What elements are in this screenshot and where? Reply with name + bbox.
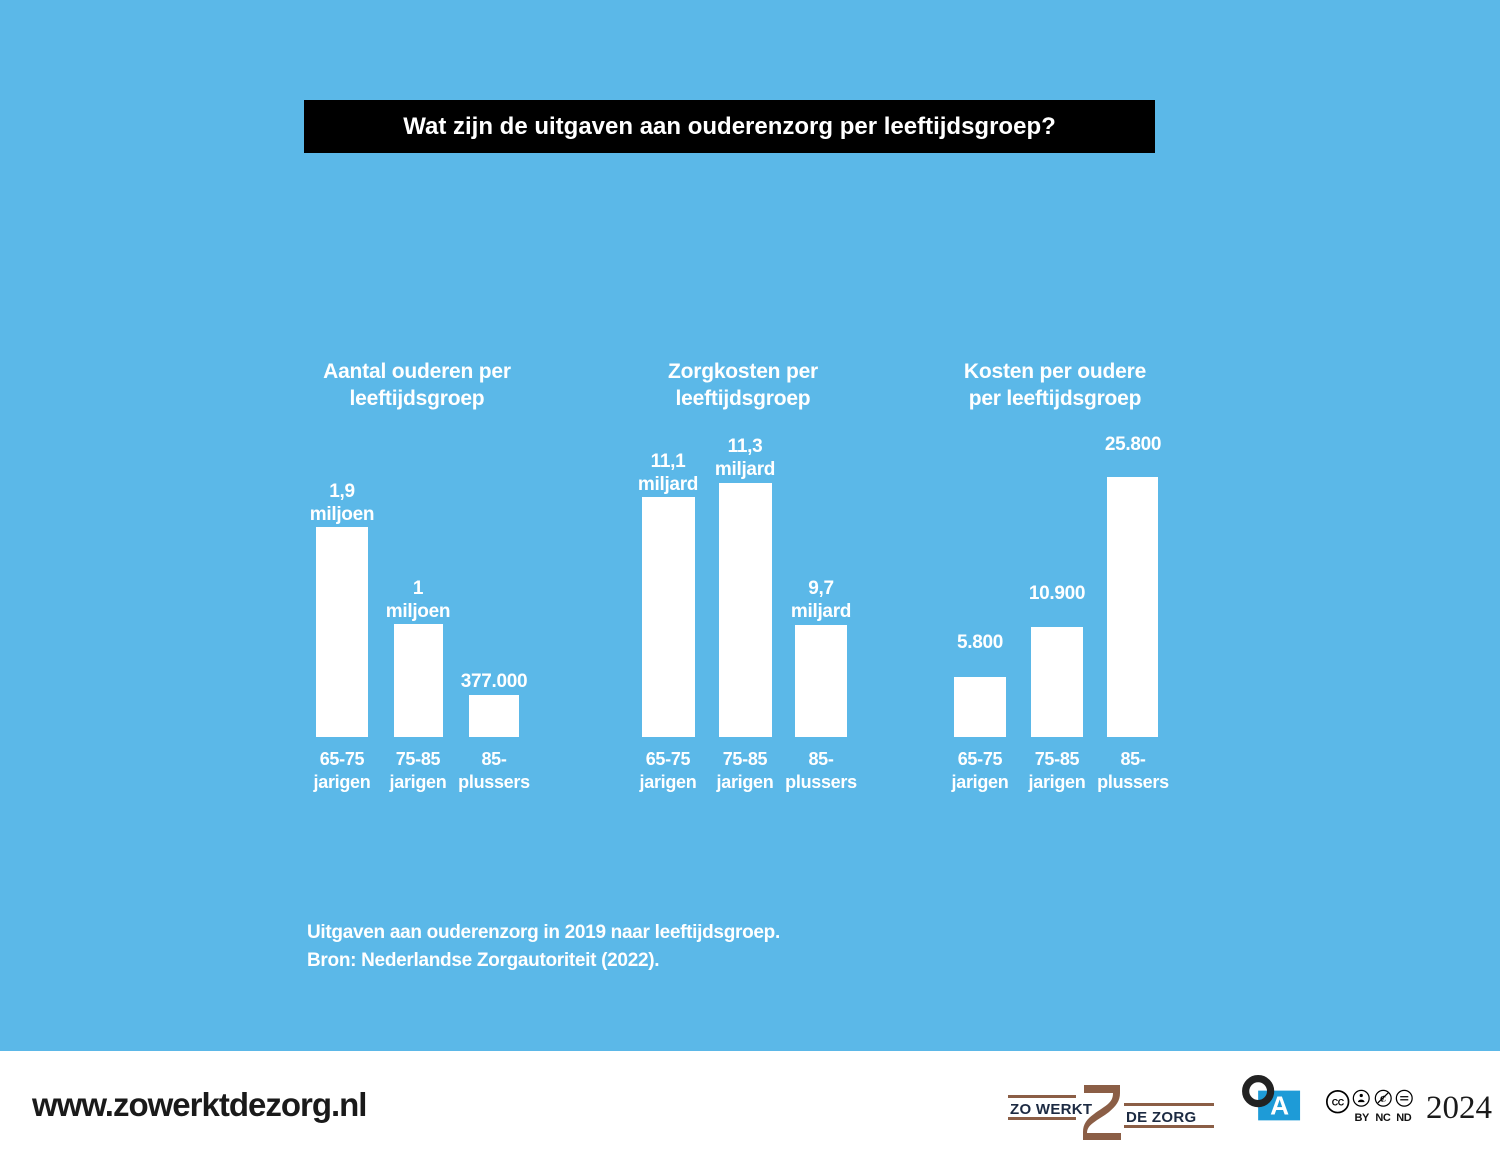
svg-text:DE ZORG: DE ZORG	[1126, 1109, 1196, 1126]
svg-text:ZO WERKT: ZO WERKT	[1010, 1101, 1092, 1118]
svg-text:CC: CC	[1331, 1097, 1344, 1107]
